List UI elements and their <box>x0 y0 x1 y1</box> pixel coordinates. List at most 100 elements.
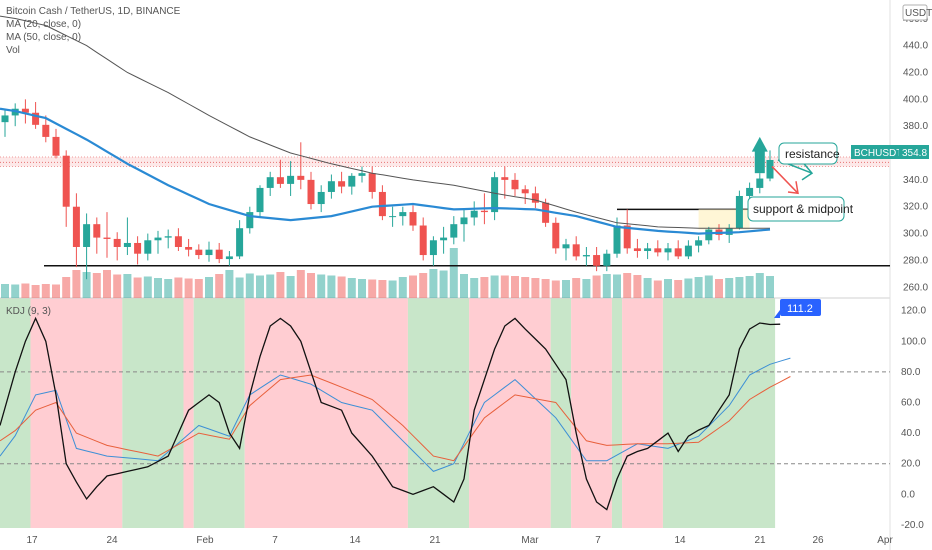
volume-bar <box>439 270 448 298</box>
volume-bar <box>317 274 326 298</box>
candle-body <box>450 224 458 238</box>
kdj-d-line <box>0 374 791 462</box>
volume-bar <box>358 279 366 298</box>
time-axis-tick: 21 <box>754 535 766 546</box>
volume-bars <box>1 248 774 298</box>
candle-body <box>399 212 407 217</box>
candle-body <box>113 238 121 247</box>
candle-body <box>62 155 70 207</box>
ma50-line <box>0 15 770 229</box>
volume-bar <box>164 279 173 298</box>
volume-bar <box>582 279 591 298</box>
kdj-k-line <box>0 357 791 472</box>
candle-body <box>644 248 652 252</box>
candle-body <box>633 248 641 252</box>
kdj-region-bear <box>571 298 612 528</box>
candle-body <box>225 256 233 260</box>
volume-bar <box>613 274 621 298</box>
candle-body <box>562 244 570 249</box>
candle-body <box>21 108 29 113</box>
volume-bar <box>684 278 693 298</box>
resistance-band <box>0 157 890 167</box>
candle-body <box>83 224 91 247</box>
volume-bar <box>72 270 81 298</box>
volume-bar <box>511 276 519 298</box>
price-axis-tick: 320.0 <box>903 202 928 213</box>
candle-body <box>327 181 335 192</box>
kdj-region-bull <box>662 298 776 528</box>
currency-badge[interactable]: USDT <box>902 4 932 21</box>
kdj-region-bull <box>0 298 31 528</box>
time-axis-tick: Feb <box>196 535 214 546</box>
volume-bar <box>41 284 50 298</box>
candle-body <box>664 248 672 253</box>
volume-bar <box>745 276 754 298</box>
candle-body <box>705 229 713 241</box>
candle-body <box>491 177 499 213</box>
candle-body <box>613 225 621 254</box>
volume-bar <box>602 274 611 298</box>
candle-body <box>582 255 590 257</box>
volume-bar <box>245 273 254 298</box>
volume-bar <box>82 272 91 298</box>
volume-bar <box>194 279 203 298</box>
candle-body <box>317 191 325 205</box>
kdj-badge-value: 111.2 <box>787 303 813 315</box>
candle-body <box>746 187 754 196</box>
candle-body <box>52 136 60 156</box>
volume-bar <box>715 279 723 298</box>
kdj-region-bull <box>407 298 470 528</box>
candle-body <box>593 255 601 266</box>
volume-bar <box>429 269 438 298</box>
volume-bar <box>449 248 458 298</box>
volume-bar <box>296 270 305 298</box>
candle-body <box>511 179 519 190</box>
time-axis-tick: Apr <box>877 535 893 546</box>
kdj-axis-tick: 80.0 <box>901 367 921 378</box>
arrow-up-bar <box>754 146 765 174</box>
volume-bar <box>266 274 275 298</box>
kdj-axis-tick: 0.0 <box>901 489 915 500</box>
kdj-lines <box>0 316 791 511</box>
kdj-region-bear <box>30 298 123 528</box>
resistance-label: resistance <box>785 147 840 161</box>
candle-body <box>103 237 111 239</box>
volume-legend: Vol <box>6 45 20 56</box>
volume-bar <box>256 275 264 298</box>
resistance-annotation[interactable]: resistance <box>778 142 840 165</box>
volume-bar <box>225 270 234 298</box>
candlesticks <box>1 99 774 280</box>
price-axis-tick: 260.0 <box>903 282 928 293</box>
candle-body <box>185 246 193 250</box>
volume-bar <box>735 277 744 298</box>
volume-bar <box>11 284 20 298</box>
volume-bar <box>470 278 479 298</box>
volume-bar <box>398 277 407 298</box>
kdj-axis: -20.0 0.0 20.0 40.0 60.0 80.0 100.0 120.0 <box>901 306 926 531</box>
volume-bar <box>286 276 295 298</box>
candle-body <box>603 253 611 266</box>
volume-bar <box>103 270 111 298</box>
kdj-region-bear <box>244 298 408 528</box>
volume-bar <box>694 277 703 298</box>
candle-body <box>256 187 264 213</box>
volume-bar <box>633 275 642 298</box>
volume-bar <box>521 277 530 298</box>
volume-bar <box>409 275 417 298</box>
kdj-axis-tick: 120.0 <box>901 306 926 317</box>
support-annotation[interactable]: support & midpoint <box>747 196 854 222</box>
candle-body <box>695 240 703 246</box>
kdj-axis-tick: 100.0 <box>901 336 926 347</box>
volume-bar <box>643 278 652 298</box>
time-axis-tick: 14 <box>674 535 686 546</box>
candle-body <box>164 236 172 238</box>
volume-bar <box>368 279 377 298</box>
kdj-region-bull <box>122 298 184 528</box>
ma20-legend: MA (20, close, 0) <box>6 19 82 30</box>
candle-body <box>276 177 284 184</box>
candle-body <box>542 202 550 223</box>
time-axis-tick: 14 <box>349 535 361 546</box>
kdj-axis-tick: 60.0 <box>901 398 921 409</box>
price-badge-value: 354.8 <box>902 148 927 159</box>
